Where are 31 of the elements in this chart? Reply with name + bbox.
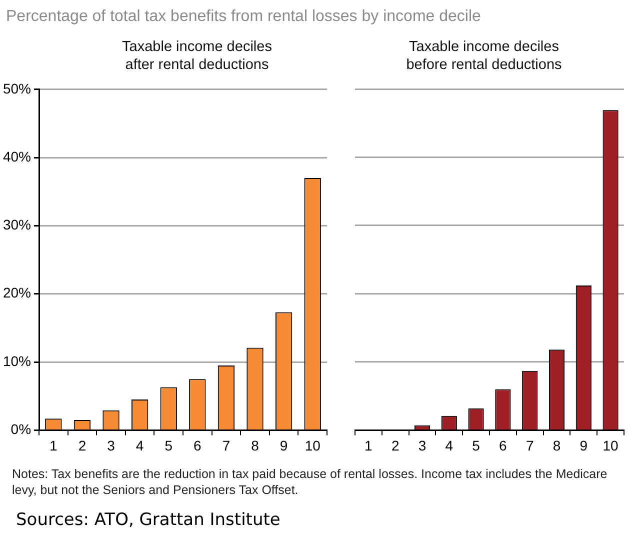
x-tick-label: 7 bbox=[222, 437, 230, 454]
text: Notes: Tax benefits are the reduction in tax paid because of rental losses. Income tax includes the Medicare levy, but not the Seniors and Pensioners Tax Offset. bbox=[12, 466, 608, 498]
y-tick-label: 0% bbox=[10, 421, 32, 438]
y-tick-label: 20% bbox=[2, 284, 32, 301]
chart-title: Percentage of total tax benefits from rental losses by income decile bbox=[6, 8, 481, 26]
x-tick-label: 4 bbox=[445, 437, 454, 454]
x-tick-label: 2 bbox=[391, 437, 400, 454]
y-tick-label: 30% bbox=[2, 216, 32, 233]
x-tick-label: 3 bbox=[107, 437, 116, 454]
x-tick-label: 5 bbox=[164, 437, 173, 454]
x-tick-label: 10 bbox=[304, 437, 321, 454]
x-tick-label: 9 bbox=[280, 437, 288, 454]
y-tick-label: 40% bbox=[2, 148, 32, 164]
x-tick-label: 8 bbox=[552, 437, 561, 454]
x-tick-label: 6 bbox=[499, 437, 508, 454]
x-tick-label: 9 bbox=[580, 437, 588, 454]
chart-subtitle: Taxable income deciles before rental deductions bbox=[405, 38, 563, 74]
x-tick-label: 6 bbox=[194, 437, 202, 454]
x-tick-label: 10 bbox=[602, 437, 619, 454]
x-tick-label: 8 bbox=[251, 437, 260, 454]
x-tick-label: 3 bbox=[418, 437, 426, 454]
source-note: Sources: ATO, Grattan Institute bbox=[16, 510, 280, 530]
x-tick-label: 7 bbox=[526, 437, 534, 454]
chart-subtitle: Taxable income deciles after rental deductions bbox=[121, 38, 273, 74]
y-tick-label: 10% bbox=[2, 352, 32, 369]
y-tick-label: 50% bbox=[2, 80, 32, 96]
x-tick-label: 4 bbox=[136, 437, 144, 454]
x-tick-label: 1 bbox=[364, 437, 373, 454]
x-tick-label: 2 bbox=[78, 437, 86, 454]
x-tick-label: 1 bbox=[50, 437, 58, 454]
x-tick-label: 5 bbox=[472, 437, 480, 454]
